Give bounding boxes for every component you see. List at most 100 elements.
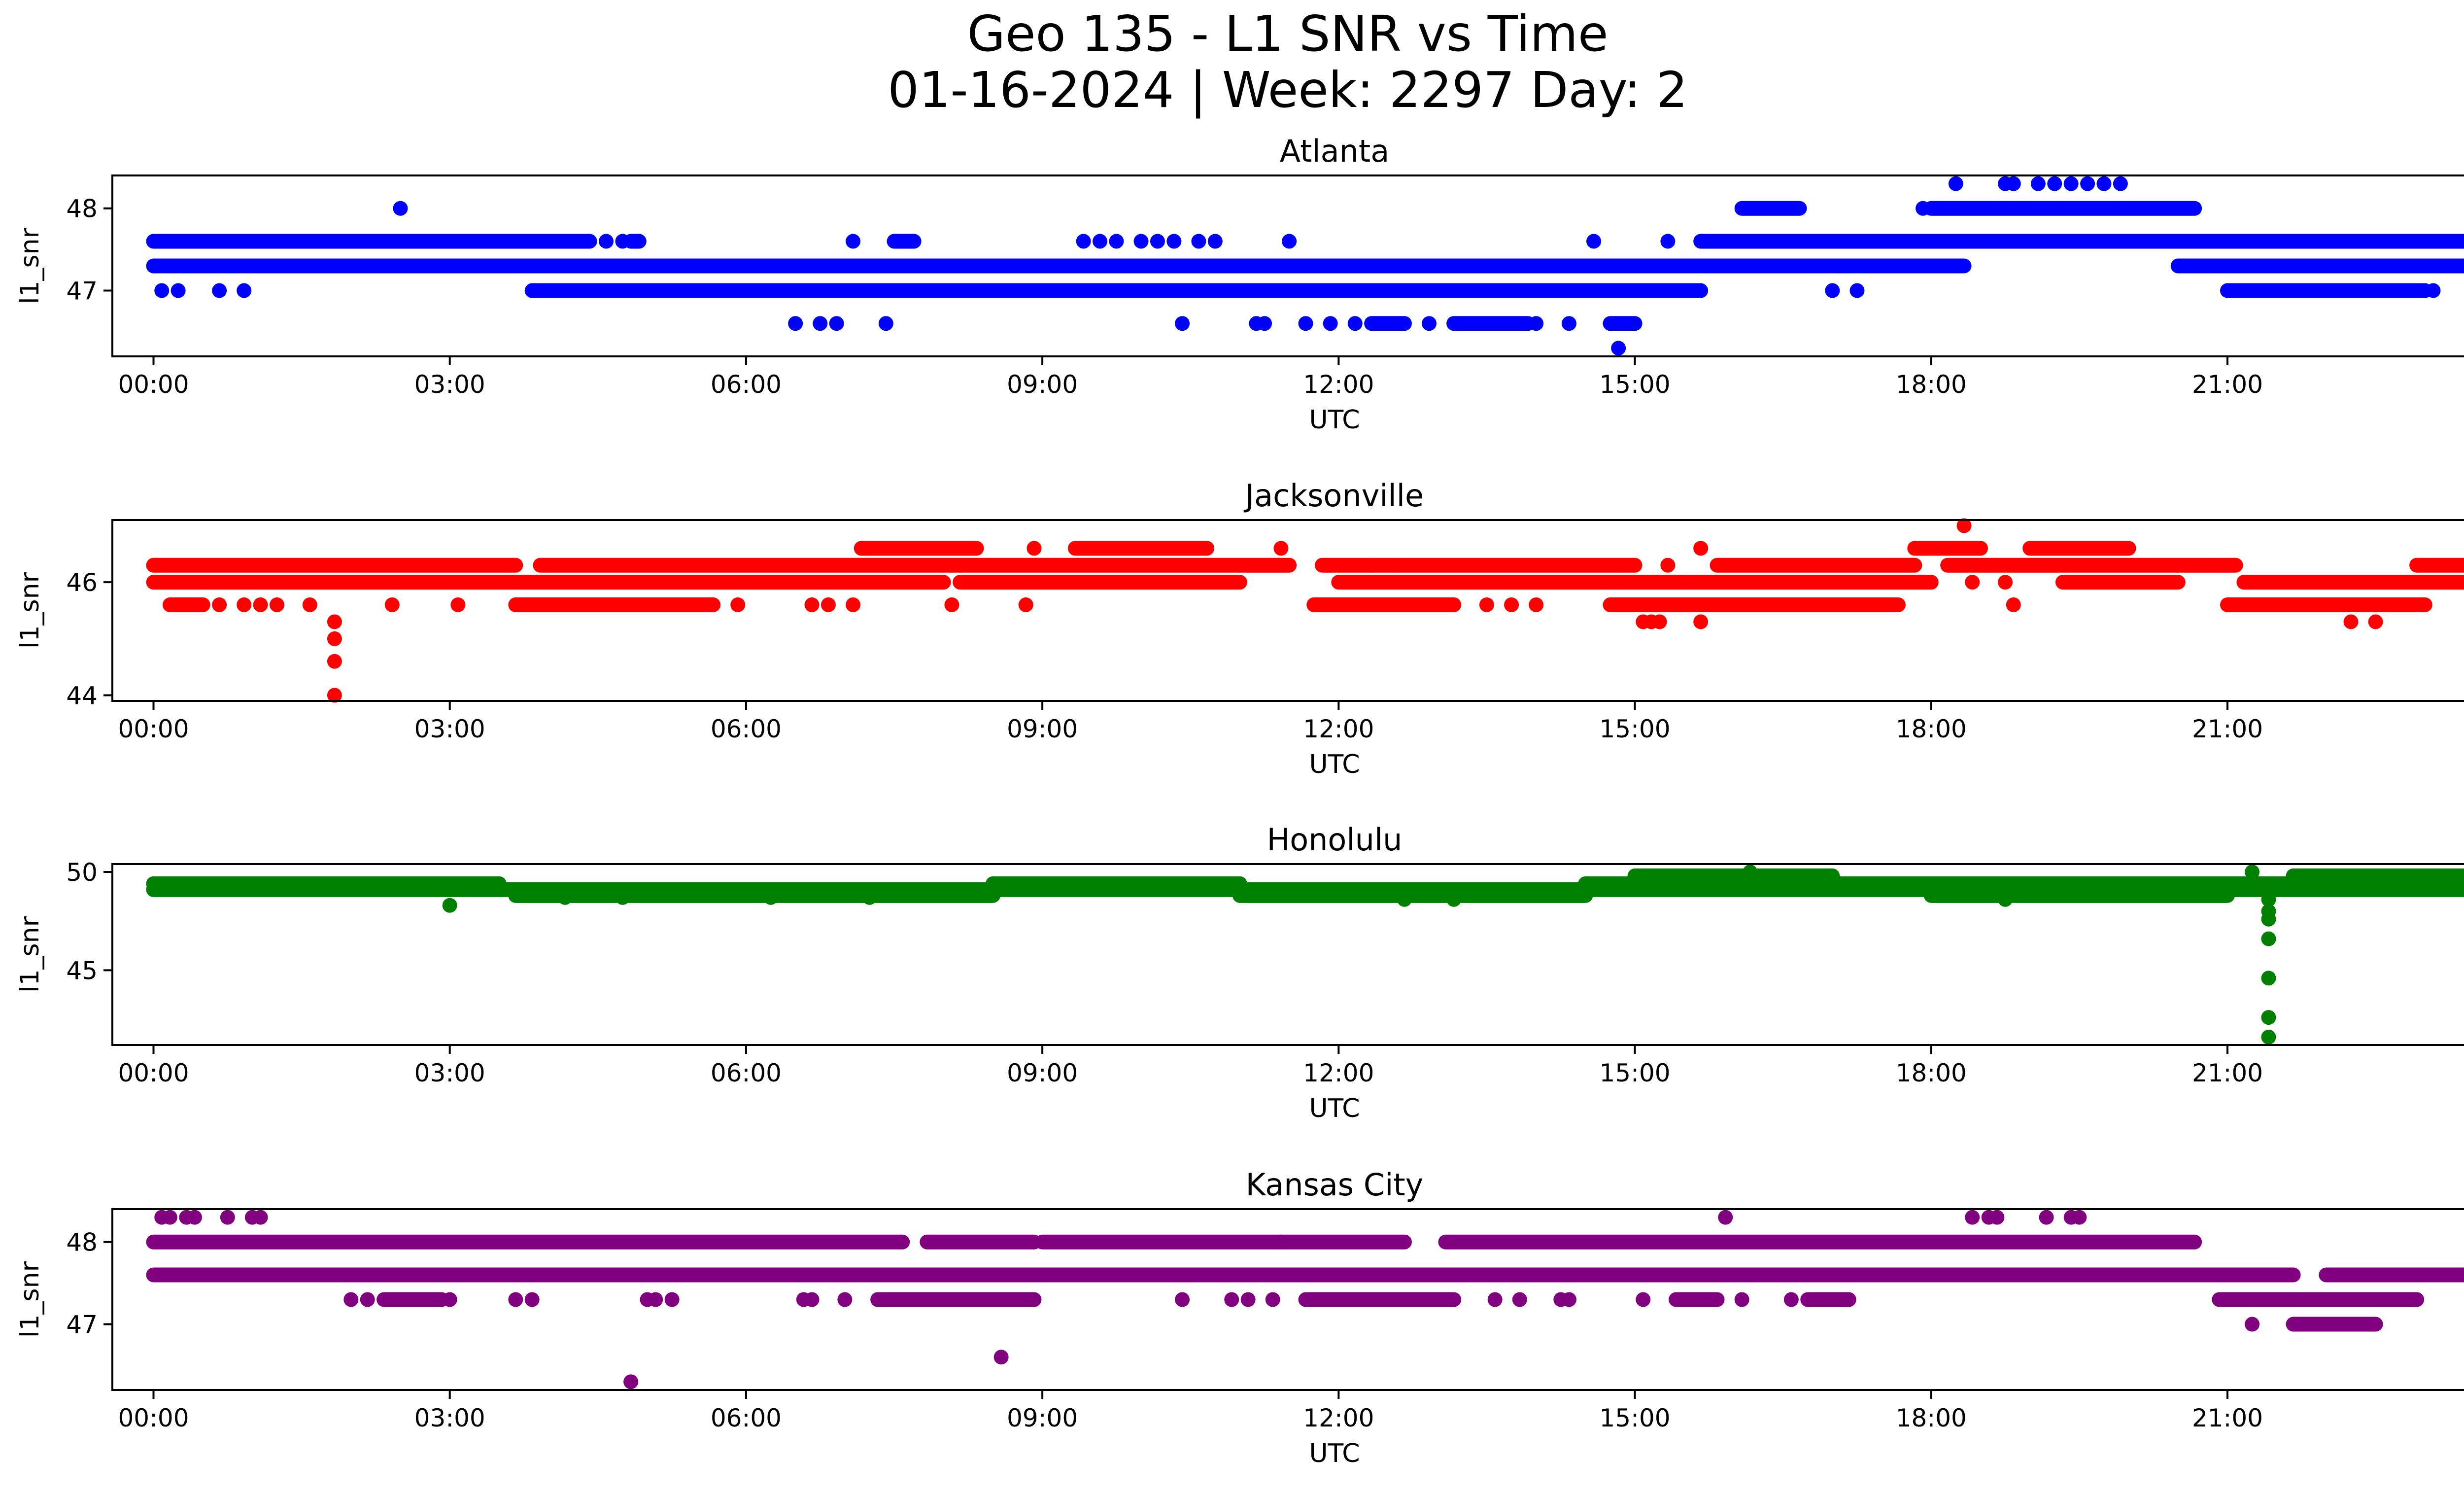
- data-point: [1389, 557, 1404, 573]
- x-tick-label: 12:00: [1303, 1059, 1374, 1087]
- x-tick-label: 15:00: [1600, 370, 1671, 399]
- data-point: [1693, 614, 1709, 629]
- data-point: [253, 1210, 268, 1225]
- data-point: [2030, 176, 2046, 191]
- x-tick-label: 15:00: [1600, 715, 1671, 743]
- data-point: [1734, 1292, 1749, 1307]
- subplot-title: Honolulu: [1267, 822, 1403, 858]
- x-tick-label: 21:00: [2192, 1404, 2263, 1432]
- data-point: [623, 1374, 639, 1390]
- data-point: [1175, 316, 1190, 331]
- data-point: [1660, 557, 1676, 573]
- x-tick-label: 09:00: [1007, 370, 1078, 399]
- x-tick-label: 18:00: [1896, 715, 1967, 743]
- x-tick-label: 09:00: [1007, 1404, 1078, 1432]
- data-point: [2006, 176, 2021, 191]
- x-tick-label: 00:00: [118, 715, 189, 743]
- data-point: [862, 541, 877, 556]
- data-point: [2063, 176, 2079, 191]
- y-axis-label: l1_snr: [15, 572, 45, 649]
- data-point: [162, 1210, 177, 1225]
- data-point: [2072, 1210, 2087, 1225]
- data-point: [1956, 518, 1972, 533]
- data-point: [442, 1292, 457, 1307]
- data-point: [1191, 234, 1206, 249]
- subplot-honolulu: Honolulu 00:00 03:00 06:00 09:00 12:00 15:00 18…: [15, 822, 2464, 1123]
- x-tick-label: 18:00: [1896, 1059, 1967, 1087]
- data-point: [2253, 1267, 2268, 1283]
- x-tick-label: 03:00: [414, 1404, 485, 1432]
- data-point: [1849, 283, 1865, 298]
- data-point: [1282, 234, 1297, 249]
- x-tick-label: 15:00: [1600, 1404, 1671, 1432]
- data-point: [253, 597, 268, 613]
- data-point: [1273, 1234, 1289, 1250]
- data-point: [2343, 614, 2359, 629]
- data-point: [1611, 341, 1626, 356]
- axes-frame: [111, 1208, 2464, 1391]
- data-point: [1323, 316, 1338, 331]
- data-point: [2261, 911, 2276, 927]
- data-point: [2047, 176, 2062, 191]
- data-point: [384, 597, 400, 613]
- data-point: [2261, 1010, 2276, 1025]
- data-point: [1150, 234, 1165, 249]
- data-point: [1175, 1292, 1190, 1307]
- data-point: [829, 316, 844, 331]
- data-point: [1660, 234, 1676, 249]
- data-point: [1561, 316, 1576, 331]
- data-point: [846, 234, 861, 249]
- data-point: [237, 283, 252, 298]
- data-point: [442, 898, 457, 913]
- data-point: [1027, 541, 1042, 556]
- data-point: [804, 597, 820, 613]
- data-point: [1965, 575, 1980, 590]
- data-point: [1265, 1292, 1280, 1307]
- data-point: [1446, 892, 1462, 907]
- data-point: [393, 201, 408, 216]
- data-point: [302, 597, 317, 613]
- data-point: [508, 1292, 523, 1307]
- data-point: [1998, 892, 2013, 907]
- data-point: [557, 890, 573, 905]
- x-axis-label: UTC: [1309, 1439, 1360, 1468]
- data-point: [1586, 234, 1602, 249]
- data-point: [1783, 1292, 1799, 1307]
- axes-frame: [111, 519, 2464, 702]
- data-point: [1298, 316, 1313, 331]
- data-point: [2203, 557, 2219, 573]
- y-axis-label: l1_snr: [15, 1261, 45, 1338]
- data-point: [730, 597, 746, 613]
- data-point: [220, 1210, 235, 1225]
- y-tick-label: 48: [66, 195, 98, 223]
- data-point: [599, 234, 614, 249]
- data-point: [1422, 316, 1437, 331]
- data-point: [944, 597, 959, 613]
- axes-frame: [111, 863, 2464, 1046]
- data-point: [1611, 575, 1626, 590]
- y-tick-label: 47: [66, 1311, 98, 1339]
- data-point: [1166, 234, 1182, 249]
- data-point: [450, 597, 466, 613]
- data-point: [2006, 597, 2021, 613]
- data-point: [846, 597, 861, 613]
- data-point: [343, 1292, 359, 1307]
- data-point: [327, 614, 342, 629]
- data-point: [2039, 1210, 2054, 1225]
- data-point: [615, 234, 630, 249]
- x-tick-label: 00:00: [118, 1404, 189, 1432]
- data-point: [1076, 234, 1091, 249]
- x-tick-label: 12:00: [1303, 715, 1374, 743]
- data-point: [804, 1292, 820, 1307]
- data-point: [187, 1210, 203, 1225]
- y-tick-label: 44: [66, 682, 98, 710]
- y-axis-label: l1_snr: [15, 916, 45, 993]
- data-point: [1397, 892, 1412, 907]
- data-point: [813, 316, 828, 331]
- data-point: [2261, 1030, 2276, 1045]
- x-tick-label: 18:00: [1896, 1404, 1967, 1432]
- data-point: [154, 283, 170, 298]
- x-tick-label: 00:00: [118, 370, 189, 399]
- data-point: [171, 283, 186, 298]
